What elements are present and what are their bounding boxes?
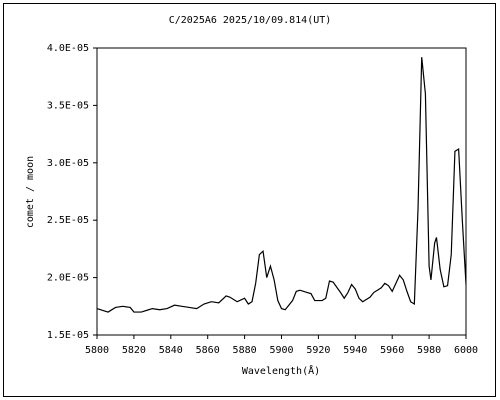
x-tick-label: 5920 xyxy=(306,345,330,356)
x-tick-label: 5980 xyxy=(417,345,441,356)
y-tick-label: 2.5E-05 xyxy=(47,215,89,226)
x-tick-label: 5820 xyxy=(122,345,146,356)
data-line xyxy=(96,57,467,313)
x-tick-label: 5800 xyxy=(85,345,109,356)
y-tick-label: 1.5E-05 xyxy=(47,330,89,341)
x-tick-label: 5840 xyxy=(159,345,183,356)
y-tick-label: 4.0E-05 xyxy=(47,43,89,54)
x-tick-label: 6000 xyxy=(454,345,478,356)
y-axis-label: comet / moon xyxy=(25,156,36,228)
chart-title: C/2025A6 2025/10/09.814(UT) xyxy=(169,15,332,26)
chart-border xyxy=(3,3,496,397)
x-tick-label: 5900 xyxy=(269,345,293,356)
x-tick-label: 5860 xyxy=(196,345,220,356)
y-tick-label: 2.0E-05 xyxy=(47,273,89,284)
x-tick-label: 5880 xyxy=(233,345,257,356)
x-tick-label: 5960 xyxy=(380,345,404,356)
y-tick-label: 3.5E-05 xyxy=(47,100,89,111)
x-axis-label: Wavelength(Å) xyxy=(242,364,320,377)
x-tick-label: 5940 xyxy=(343,345,367,356)
y-tick-label: 3.0E-05 xyxy=(47,158,89,169)
